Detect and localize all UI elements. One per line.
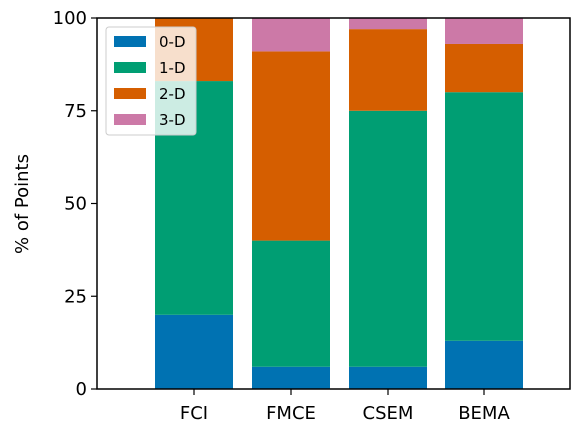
bar-bema-0-d [445, 340, 523, 389]
legend-box [105, 26, 197, 136]
bar-csem-0-d [349, 366, 427, 389]
x-tick-label-fci: FCI [180, 403, 208, 423]
y-tick-label: 100 [53, 8, 87, 29]
bar-bema-2-d [445, 43, 523, 93]
bar-csem-2-d [349, 29, 427, 111]
x-tick-label-bema: BEMA [458, 403, 510, 423]
legend: 0-D 1-D 2-D 3-D [105, 26, 197, 136]
bar-fmce-1-d [252, 240, 330, 367]
x-tick-label-fmce: FMCE [266, 403, 316, 423]
legend-swatch-0-d [114, 36, 146, 47]
legend-swatch-2-d [114, 88, 146, 99]
bar-bema-3-d [445, 18, 523, 44]
bar-csem-1-d [349, 110, 427, 367]
axes-layer: 0 25 50 75 100 FCI FMCE CSEM BEMA [53, 8, 571, 423]
legend-label-3-d: 3-D [159, 111, 186, 129]
y-tick-label: 50 [64, 194, 87, 215]
y-tick-label: 25 [64, 286, 87, 307]
bar-fci-0-d [155, 314, 233, 389]
bar-fmce-2-d [252, 51, 330, 241]
legend-label-2-d: 2-D [159, 85, 186, 103]
legend-label-0-d: 0-D [159, 33, 186, 51]
legend-swatch-1-d [114, 62, 146, 73]
y-tick-label: 0 [76, 379, 87, 400]
bar-csem-3-d [349, 18, 427, 30]
bar-fmce-0-d [252, 366, 330, 389]
y-tick-label: 75 [64, 101, 87, 122]
legend-swatch-3-d [114, 114, 146, 125]
y-axis-title: % of Points [12, 154, 33, 254]
bars-layer [155, 18, 523, 389]
bar-fmce-3-d [252, 18, 330, 52]
legend-label-1-d: 1-D [159, 59, 186, 77]
x-tick-label-csem: CSEM [363, 403, 414, 423]
bar-bema-1-d [445, 92, 523, 341]
